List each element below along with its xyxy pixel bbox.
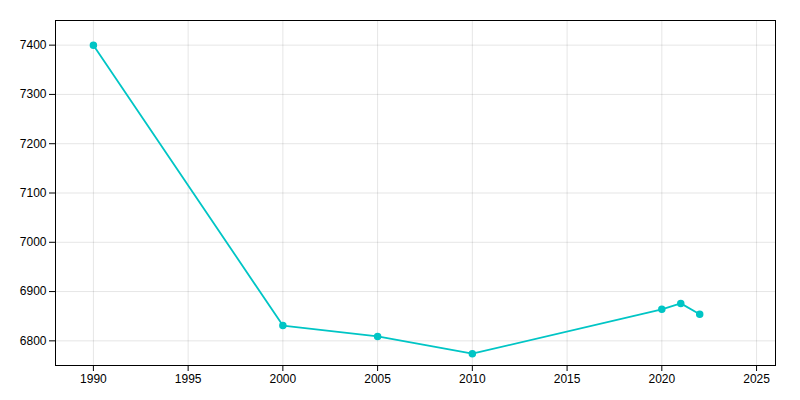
svg-text:2005: 2005: [364, 372, 391, 386]
svg-text:7000: 7000: [20, 235, 47, 249]
svg-text:2010: 2010: [459, 372, 486, 386]
svg-text:2020: 2020: [648, 372, 675, 386]
svg-text:6800: 6800: [20, 334, 47, 348]
svg-text:7100: 7100: [20, 186, 47, 200]
svg-text:1995: 1995: [175, 372, 202, 386]
svg-text:1990: 1990: [80, 372, 107, 386]
svg-text:2000: 2000: [270, 372, 297, 386]
svg-text:2015: 2015: [554, 372, 581, 386]
svg-text:7300: 7300: [20, 87, 47, 101]
svg-text:7400: 7400: [20, 38, 47, 52]
svg-text:6900: 6900: [20, 284, 47, 298]
svg-text:7200: 7200: [20, 137, 47, 151]
svg-text:2025: 2025: [743, 372, 770, 386]
